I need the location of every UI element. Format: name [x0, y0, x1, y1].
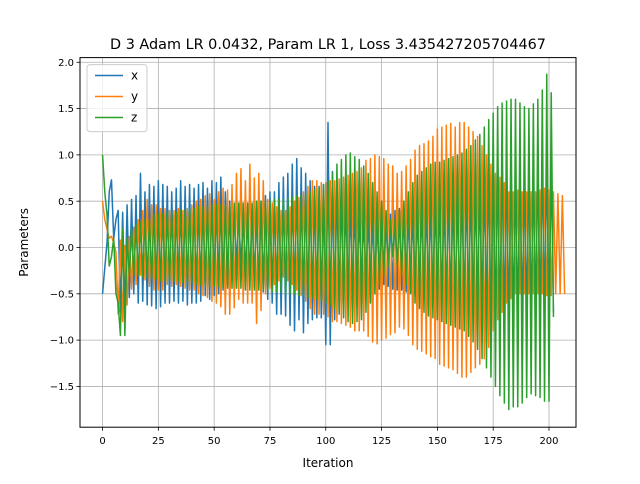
y-axis-label: Parameters: [17, 208, 31, 277]
legend-label: z: [131, 111, 137, 125]
axis-ticks: 0 25 50 75 100 125 150 175 200 −1.5 −1.0 −0.5 0.0 0.5…: [50, 58, 559, 447]
y-tick-label: −0.5: [50, 289, 74, 300]
y-tick-label: 1.0: [58, 150, 74, 161]
x-tick-label: 100: [316, 436, 335, 447]
plot-frame: [79, 57, 577, 428]
y-tick-label: 0.0: [58, 243, 74, 254]
legend-item-z: z: [95, 111, 137, 125]
legend-box: [86, 64, 148, 133]
series-lines: [101, 73, 566, 411]
y-tick-label: 1.5: [58, 104, 74, 115]
x-tick-label: 200: [539, 436, 558, 447]
x-tick-label: 50: [208, 436, 221, 447]
legend-item-x: x: [95, 69, 138, 83]
y-tick-label: 0.5: [58, 197, 74, 208]
x-tick-label: 175: [484, 436, 503, 447]
chart-title: D 3 Adam LR 0.0432, Param LR 1, Loss 3.4…: [110, 37, 546, 53]
legend: xyz: [86, 64, 148, 133]
x-axis-label: Iteration: [303, 456, 354, 470]
x-tick-label: 150: [428, 436, 447, 447]
y-tick-label: −1.5: [50, 382, 74, 393]
y-tick-label: −1.0: [50, 336, 74, 347]
legend-label: x: [131, 69, 138, 83]
x-tick-label: 0: [99, 436, 105, 447]
x-tick-label: 25: [152, 436, 165, 447]
legend-label: y: [131, 90, 138, 104]
legend-item-y: y: [95, 90, 138, 104]
y-tick-label: 2.0: [58, 58, 74, 69]
x-tick-label: 75: [264, 436, 277, 447]
x-tick-label: 125: [372, 436, 391, 447]
series-line-z: [101, 73, 555, 411]
